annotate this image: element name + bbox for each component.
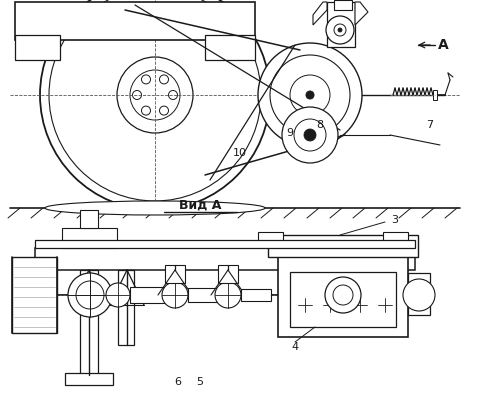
Bar	[35, 248, 414, 270]
Circle shape	[76, 281, 104, 309]
Bar	[382, 232, 407, 247]
Text: 6: 6	[174, 377, 181, 387]
Ellipse shape	[45, 201, 264, 215]
Circle shape	[257, 43, 361, 147]
Text: 3: 3	[391, 215, 397, 225]
Bar	[267, 235, 417, 257]
Bar	[80, 210, 98, 228]
Text: A: A	[437, 38, 447, 52]
Text: 4: 4	[291, 342, 298, 352]
Circle shape	[325, 16, 353, 44]
Circle shape	[49, 0, 261, 201]
Circle shape	[337, 28, 341, 32]
Circle shape	[215, 282, 240, 308]
Circle shape	[303, 129, 315, 141]
Circle shape	[324, 277, 360, 313]
Circle shape	[269, 55, 349, 135]
Bar	[257, 232, 282, 247]
Bar	[326, 2, 354, 47]
Bar	[80, 270, 98, 375]
Circle shape	[106, 283, 130, 307]
Bar	[240, 289, 270, 301]
Text: Вид A: Вид A	[179, 199, 221, 212]
Circle shape	[159, 106, 168, 115]
Bar	[62, 228, 117, 248]
Bar	[432, 90, 436, 100]
Circle shape	[281, 107, 337, 163]
Bar	[65, 373, 113, 385]
Circle shape	[289, 75, 329, 115]
Bar	[118, 270, 134, 345]
Circle shape	[130, 70, 180, 120]
Bar	[15, 2, 254, 40]
Bar	[204, 35, 254, 60]
Text: 5: 5	[196, 377, 203, 387]
Circle shape	[68, 273, 112, 317]
Circle shape	[40, 0, 269, 210]
Circle shape	[159, 75, 168, 84]
Bar	[277, 242, 407, 337]
Circle shape	[141, 75, 150, 84]
Text: 7: 7	[426, 120, 432, 130]
Bar	[407, 273, 429, 315]
Text: 10: 10	[232, 148, 247, 158]
Text: 8: 8	[316, 120, 323, 130]
Circle shape	[402, 279, 434, 311]
Circle shape	[168, 90, 177, 100]
Circle shape	[333, 24, 345, 36]
Bar	[289, 272, 395, 327]
Bar	[130, 287, 169, 303]
Circle shape	[332, 285, 352, 305]
Bar	[35, 240, 414, 248]
Bar	[333, 0, 351, 10]
Bar	[165, 265, 185, 283]
Circle shape	[305, 91, 313, 99]
Bar	[217, 265, 238, 283]
Circle shape	[162, 282, 188, 308]
Polygon shape	[312, 2, 326, 25]
Circle shape	[117, 57, 192, 133]
Circle shape	[132, 90, 141, 100]
Text: 9: 9	[286, 128, 293, 138]
Circle shape	[293, 119, 325, 151]
Polygon shape	[354, 2, 367, 25]
Circle shape	[141, 106, 150, 115]
Bar	[12, 257, 57, 333]
Bar	[15, 35, 60, 60]
Bar	[188, 288, 223, 302]
